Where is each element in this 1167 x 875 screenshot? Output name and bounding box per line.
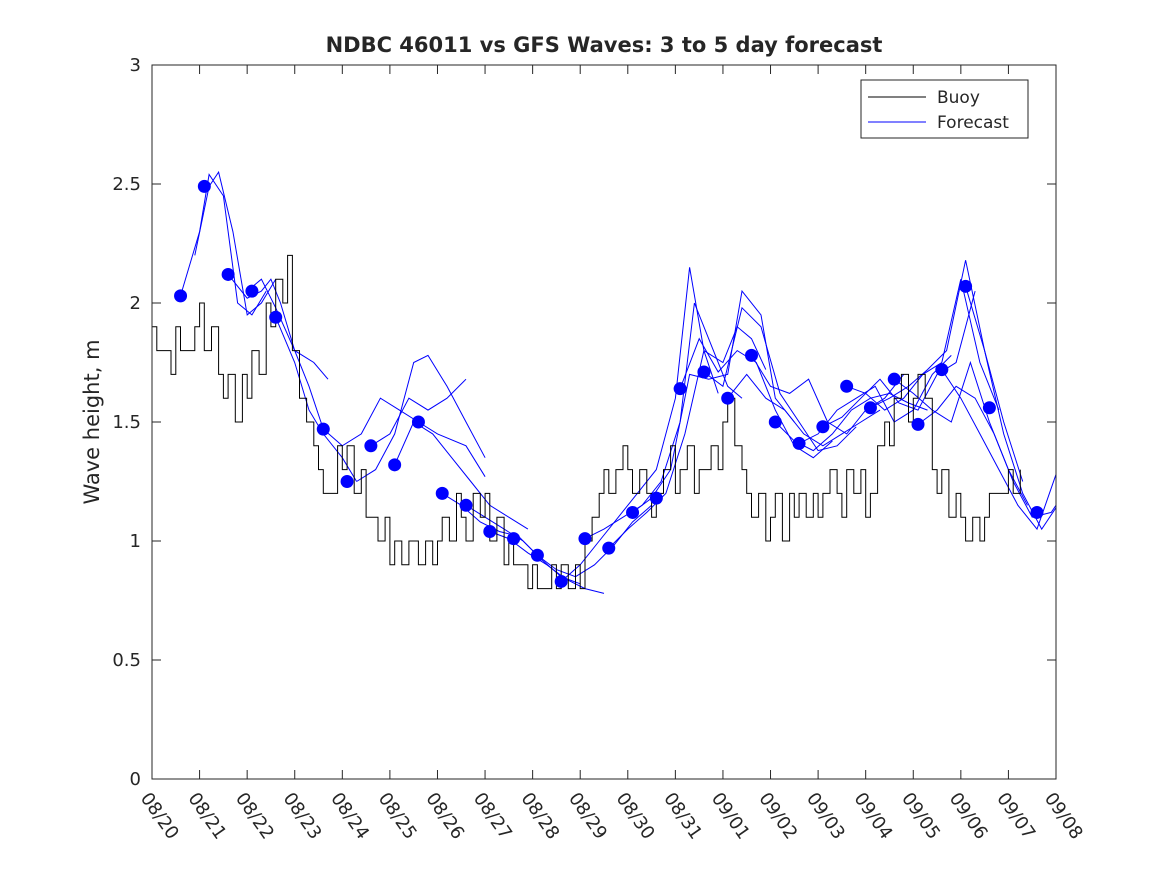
forecast-point <box>554 574 568 588</box>
forecast-line <box>822 290 976 428</box>
legend-label-buoy: Buoy <box>937 88 980 108</box>
y-tick-label: 0 <box>130 769 141 790</box>
forecast-point <box>364 439 378 453</box>
forecast-point <box>602 541 616 555</box>
forecast-line <box>870 260 1024 482</box>
forecast-point <box>768 415 782 429</box>
forecast-point <box>982 401 996 415</box>
forecast-point <box>744 348 758 362</box>
forecast-point <box>697 365 711 379</box>
forecast-point <box>816 420 830 434</box>
forecast-line <box>356 354 486 482</box>
forecast-line <box>608 325 767 549</box>
y-axis: 0 0.5 1 1.5 2 2.5 3 <box>112 55 1056 790</box>
legend-box <box>860 79 1029 139</box>
forecast-point <box>887 372 901 386</box>
axes-background <box>152 65 1056 779</box>
chart-title: NDBC 46011 vs GFS Waves: 3 to 5 day fore… <box>326 33 883 57</box>
forecast-point <box>269 310 283 324</box>
forecast-line <box>727 373 881 447</box>
forecast-point <box>1030 505 1044 519</box>
forecast-line <box>917 385 1057 518</box>
plot-area <box>151 64 1057 780</box>
y-tick-label: 1 <box>130 531 141 552</box>
legend: Buoy Forecast <box>860 79 1029 139</box>
forecast-point <box>935 363 949 377</box>
forecast-point <box>197 179 211 193</box>
forecast-point <box>174 289 188 303</box>
forecast-point <box>245 284 259 298</box>
forecast-point <box>459 498 473 512</box>
forecast-line <box>246 278 329 380</box>
forecast-line <box>703 306 857 452</box>
forecast-point <box>411 415 425 429</box>
forecast-point <box>792 436 806 450</box>
forecast-point <box>483 524 497 538</box>
forecast-point <box>721 391 735 405</box>
forecast-point <box>316 422 330 436</box>
forecast-point <box>673 382 687 396</box>
forecast-line <box>632 289 795 513</box>
forecast-point <box>863 401 877 415</box>
forecast-point <box>340 475 354 488</box>
forecast-point <box>840 379 854 393</box>
forecast-point <box>435 486 449 500</box>
forecast-point <box>626 505 640 519</box>
y-tick-label: 2 <box>130 293 141 314</box>
y-tick-label: 3 <box>130 55 141 76</box>
forecast-point <box>959 279 973 293</box>
forecast-point <box>649 491 663 505</box>
buoy-line <box>152 254 1021 590</box>
forecast-line <box>370 378 467 447</box>
y-tick-label: 0.5 <box>112 650 141 671</box>
y-tick-label: 1.5 <box>112 412 141 433</box>
forecast-line <box>322 397 486 477</box>
legend-label-forecast: Forecast <box>937 113 1009 133</box>
forecast-line <box>941 369 1057 531</box>
forecast-point <box>911 417 925 431</box>
forecast-point <box>507 532 521 546</box>
series-layer <box>152 170 1057 594</box>
forecast-line <box>275 317 358 482</box>
forecast-point <box>388 458 402 472</box>
forecast-point <box>221 267 235 281</box>
y-tick-label: 2.5 <box>112 174 141 195</box>
y-axis-label: Wave height, m <box>80 339 104 504</box>
forecast-point <box>530 548 544 562</box>
forecast-line <box>965 286 1057 531</box>
forecast-point <box>578 532 592 546</box>
